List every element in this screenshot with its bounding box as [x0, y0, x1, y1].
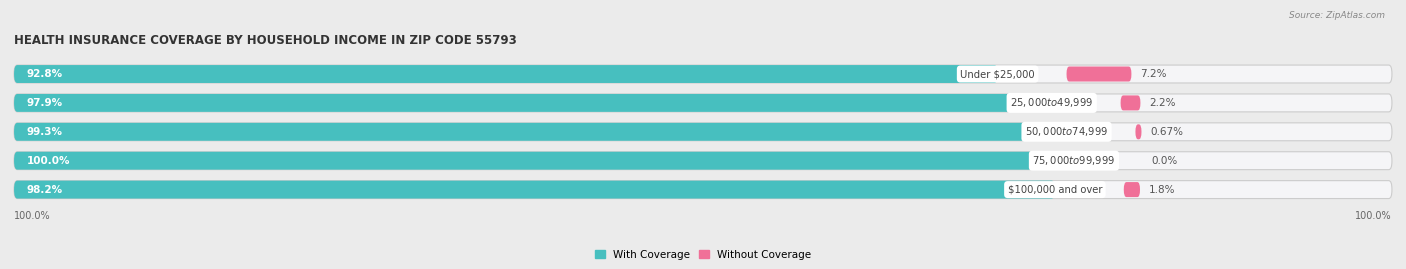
Text: 0.0%: 0.0% — [1152, 156, 1178, 166]
Text: 98.2%: 98.2% — [27, 185, 63, 194]
Text: 100.0%: 100.0% — [27, 156, 70, 166]
FancyBboxPatch shape — [14, 94, 1392, 112]
FancyBboxPatch shape — [1121, 95, 1140, 111]
Text: $100,000 and over: $100,000 and over — [1008, 185, 1102, 194]
Text: Under $25,000: Under $25,000 — [960, 69, 1035, 79]
Text: 100.0%: 100.0% — [1355, 211, 1392, 221]
Text: 1.8%: 1.8% — [1149, 185, 1175, 194]
Text: 2.2%: 2.2% — [1149, 98, 1175, 108]
FancyBboxPatch shape — [1067, 66, 1132, 82]
FancyBboxPatch shape — [1123, 182, 1140, 197]
Text: 7.2%: 7.2% — [1140, 69, 1167, 79]
FancyBboxPatch shape — [1136, 124, 1142, 139]
Text: 92.8%: 92.8% — [27, 69, 63, 79]
Text: $75,000 to $99,999: $75,000 to $99,999 — [1032, 154, 1115, 167]
Legend: With Coverage, Without Coverage: With Coverage, Without Coverage — [591, 246, 815, 264]
FancyBboxPatch shape — [14, 152, 1074, 170]
Text: $50,000 to $74,999: $50,000 to $74,999 — [1025, 125, 1108, 138]
FancyBboxPatch shape — [14, 181, 1054, 199]
FancyBboxPatch shape — [14, 123, 1067, 141]
FancyBboxPatch shape — [14, 152, 1392, 170]
Text: Source: ZipAtlas.com: Source: ZipAtlas.com — [1289, 11, 1385, 20]
FancyBboxPatch shape — [14, 181, 1392, 199]
Text: $25,000 to $49,999: $25,000 to $49,999 — [1010, 96, 1094, 109]
Text: 0.67%: 0.67% — [1150, 127, 1182, 137]
Text: HEALTH INSURANCE COVERAGE BY HOUSEHOLD INCOME IN ZIP CODE 55793: HEALTH INSURANCE COVERAGE BY HOUSEHOLD I… — [14, 34, 517, 47]
Text: 100.0%: 100.0% — [14, 211, 51, 221]
FancyBboxPatch shape — [14, 65, 998, 83]
FancyBboxPatch shape — [14, 94, 1052, 112]
Text: 99.3%: 99.3% — [27, 127, 63, 137]
FancyBboxPatch shape — [14, 123, 1392, 141]
FancyBboxPatch shape — [14, 65, 1392, 83]
Text: 97.9%: 97.9% — [27, 98, 63, 108]
